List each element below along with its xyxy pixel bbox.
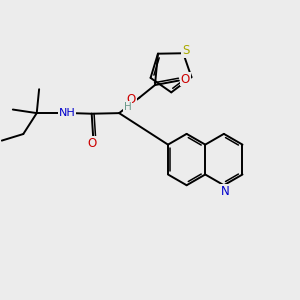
Text: S: S xyxy=(182,44,189,57)
Text: H: H xyxy=(124,102,131,112)
Text: N: N xyxy=(221,185,230,198)
Text: O: O xyxy=(87,137,96,150)
Text: NH: NH xyxy=(59,108,76,118)
Text: O: O xyxy=(127,94,136,106)
Text: O: O xyxy=(181,73,190,85)
